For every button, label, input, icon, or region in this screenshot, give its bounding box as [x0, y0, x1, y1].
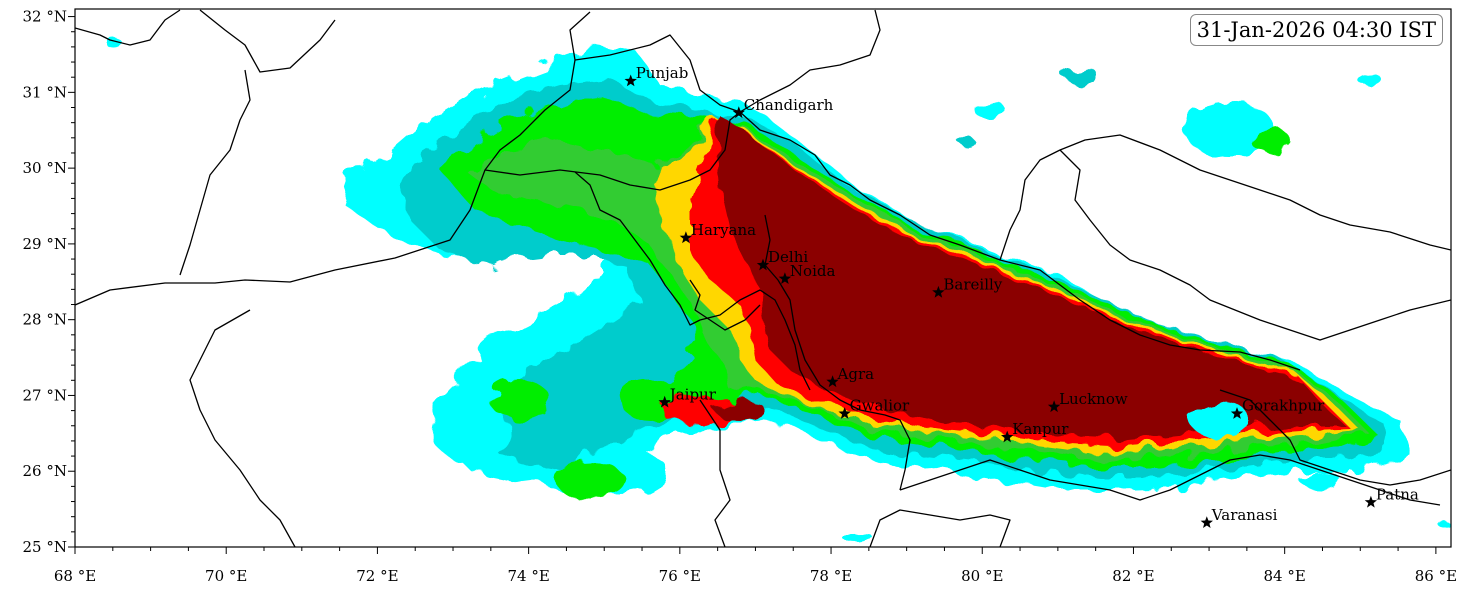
- timestamp-label: 31-Jan-2026 04:30 IST: [1189, 14, 1443, 46]
- lon-tick-label: 68 °E: [54, 567, 96, 585]
- shading-patch: [475, 332, 525, 368]
- border-punjab: [484, 111, 741, 191]
- shading-patch: [975, 100, 1005, 120]
- axis-ticks: [68, 16, 1437, 554]
- shading-patch: [1358, 74, 1382, 86]
- city-label: Gwalior: [850, 397, 910, 415]
- city-star-icon: [1230, 407, 1244, 419]
- shading-patch: [1062, 67, 1098, 83]
- border-west-arc: [199, 9, 336, 73]
- city-star-icon: [679, 231, 693, 244]
- city-star-icon: [1047, 400, 1061, 413]
- shading-patch: [490, 380, 550, 420]
- lat-tick-label: 30 °N: [23, 159, 67, 177]
- city-label: Haryana: [691, 221, 756, 239]
- city-label: Delhi: [768, 248, 808, 266]
- lon-tick-label: 84 °E: [1264, 567, 1306, 585]
- border-mp-south: [699, 399, 731, 547]
- city-label: Varanasi: [1211, 506, 1278, 524]
- country-border-pakistan: [75, 11, 591, 306]
- shading-patch: [715, 400, 765, 420]
- city-label: Chandigarh: [744, 96, 834, 114]
- city-label: Kanpur: [1012, 420, 1069, 438]
- lat-tick-label: 26 °N: [23, 462, 67, 480]
- city-label: Noida: [790, 262, 836, 280]
- border-bihar-south: [869, 509, 1011, 547]
- border-east: [1219, 389, 1451, 486]
- lat-tick-label: 31 °N: [23, 83, 67, 101]
- lon-tick-label: 86 °E: [1415, 567, 1457, 585]
- border-sw: [189, 309, 296, 547]
- shading-patch: [1434, 516, 1446, 524]
- lon-tick-label: 80 °E: [961, 567, 1003, 585]
- lat-tick-label: 32 °N: [23, 8, 67, 26]
- lon-tick-label: 70 °E: [205, 567, 247, 585]
- plot-frame: [74, 8, 1452, 548]
- shading-level-7: [716, 112, 1345, 438]
- border-pakistan-west: [75, 9, 181, 46]
- border-up-south: [899, 454, 1441, 506]
- shading-patch: [1300, 470, 1340, 490]
- city-star-icon: [838, 407, 851, 419]
- shading-patch: [555, 462, 625, 498]
- city-label: Bareilly: [943, 275, 1002, 293]
- city-star-icon: [1364, 495, 1377, 508]
- city-label: Patna: [1376, 485, 1419, 503]
- shading-patch: [845, 534, 875, 546]
- border-haryana-rajasthan: [574, 171, 811, 391]
- shading-patch: [430, 400, 510, 460]
- city-label: Gorakhpur: [1242, 397, 1325, 415]
- border-nepal-internal: [1059, 149, 1451, 341]
- city-star-icon: [658, 395, 671, 408]
- city-star-icon: [778, 272, 792, 284]
- lon-tick-label: 72 °E: [356, 567, 398, 585]
- lat-tick-label: 29 °N: [23, 235, 67, 253]
- axis-tick-labels: 68 °E 70 °E 72 °E 74 °E 76 °E 78 °E 80 °E 82 °E…: [23, 8, 1458, 585]
- lon-tick-label: 74 °E: [507, 567, 549, 585]
- city-star-icon: [1001, 430, 1014, 443]
- shading-patch: [957, 135, 973, 145]
- plot-area: [75, 9, 1451, 547]
- lon-tick-label: 76 °E: [659, 567, 701, 585]
- city-label: Punjab: [636, 64, 689, 82]
- border-rajasthan-loop: [689, 279, 761, 331]
- city-star-icon: [932, 285, 945, 298]
- city-star-icon: [826, 375, 839, 388]
- shading-layers: [105, 37, 1446, 546]
- lat-tick-label: 25 °N: [23, 538, 67, 556]
- city-label: Lucknow: [1059, 390, 1128, 408]
- shading-patch: [1190, 402, 1250, 438]
- lat-tick-label: 28 °N: [23, 311, 67, 329]
- lon-tick-label: 82 °E: [1112, 567, 1154, 585]
- city-star-icon: [732, 106, 745, 119]
- city-star-icon: [624, 74, 637, 87]
- lon-tick-label: 78 °E: [810, 567, 852, 585]
- city-label: Agra: [837, 365, 875, 383]
- border-delhi-up: [764, 214, 911, 491]
- city-label: Jaipur: [668, 385, 717, 403]
- city-star-icon: [756, 258, 770, 271]
- lat-tick-label: 27 °N: [23, 386, 67, 404]
- shading-patch: [660, 396, 740, 424]
- shading-patch: [1250, 128, 1290, 152]
- border-nepal: [999, 134, 1451, 261]
- city-star-icon: [1200, 516, 1213, 528]
- border-afghan: [179, 69, 251, 276]
